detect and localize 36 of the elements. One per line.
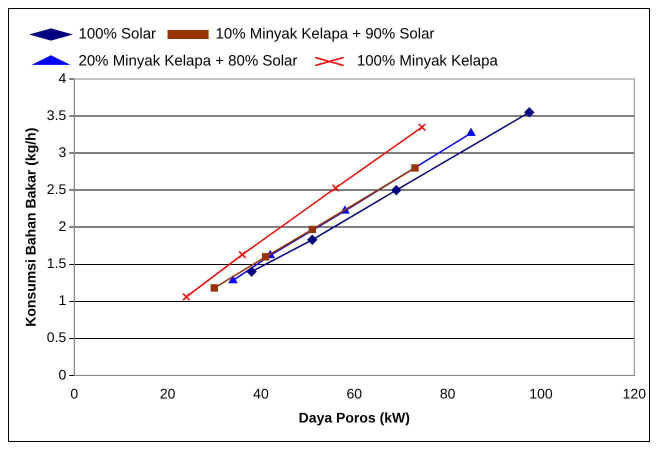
- x-tick-label: 60: [346, 386, 362, 402]
- y-tick-label: 2.5: [46, 181, 66, 198]
- x-tick-label: 20: [160, 386, 176, 402]
- point: [210, 284, 218, 292]
- y-tick-label: 4: [58, 70, 66, 86]
- point: [524, 107, 534, 118]
- y-tick-label: 3: [58, 144, 66, 160]
- x-tick-label: 0: [70, 386, 78, 402]
- point: [391, 185, 402, 196]
- point: [262, 253, 270, 261]
- point: [411, 164, 419, 172]
- y-tick-label: 3.5: [46, 106, 66, 123]
- y-tick-label: 0: [58, 366, 66, 382]
- legend-label: 100% Solar: [78, 26, 156, 43]
- x-tick-label: 100: [529, 386, 553, 402]
- point: [238, 250, 246, 259]
- y-tick-label: 0.5: [46, 329, 66, 346]
- x-axis-title: Daya Poros (kW): [298, 409, 410, 426]
- y-tick-label: 1.5: [46, 255, 66, 272]
- legend-label: 20% Minyak Kelapa + 80% Solar: [78, 52, 298, 70]
- y-tick-label: 1: [58, 292, 66, 308]
- x-tick-label: 80: [440, 386, 456, 402]
- point: [228, 276, 238, 284]
- legend-label: 10% Minyak Kelapa + 90% Solar: [216, 26, 434, 43]
- x-tick-label: 120: [622, 386, 646, 402]
- point: [246, 266, 257, 277]
- point: [182, 292, 190, 301]
- point: [418, 123, 426, 132]
- legend-label: 100% Minyak Kelapa: [356, 52, 498, 70]
- point: [308, 226, 316, 234]
- y-tick-label: 2: [58, 218, 66, 234]
- y-axis-title: Konsumsi Bahan Bakar (kg/h): [22, 128, 38, 327]
- point: [332, 184, 340, 192]
- x-tick-label: 40: [253, 386, 269, 402]
- point: [466, 128, 476, 136]
- point: [307, 234, 318, 245]
